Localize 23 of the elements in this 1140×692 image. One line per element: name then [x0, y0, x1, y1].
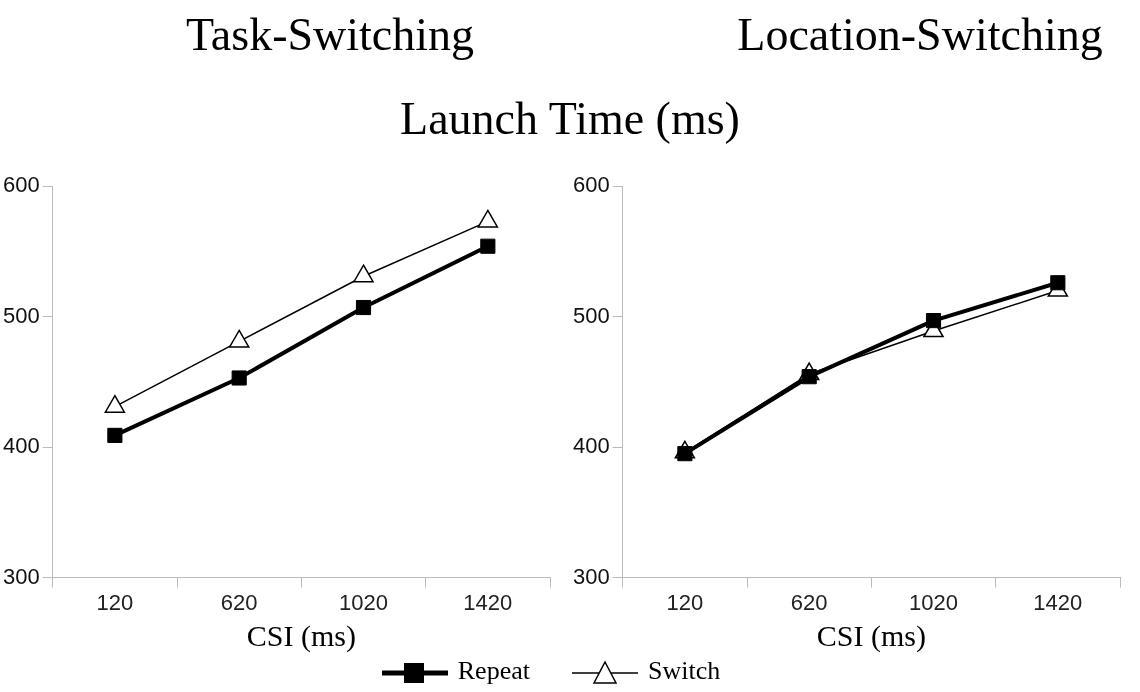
- y-tick-label: 300: [2, 563, 40, 589]
- x-tick-label: 620: [790, 589, 828, 615]
- y-tick-label: 600: [572, 172, 610, 198]
- chart-title: Task-Switching: [184, 8, 476, 61]
- y-tick-label: 300: [572, 563, 610, 589]
- x-tick-label: 120: [96, 589, 134, 615]
- y-tick-label: 600: [2, 172, 40, 198]
- x-tick-label: 1420: [463, 589, 513, 615]
- x-tick-label: 1020: [339, 589, 388, 615]
- y-tick-label: 400: [2, 433, 40, 459]
- x-tick-label: 120: [666, 589, 704, 615]
- x-tick-label: 620: [220, 589, 258, 615]
- legend-label: Switch: [647, 656, 721, 685]
- x-axis-title: CSI (ms): [246, 618, 356, 653]
- chart-title: Location-Switching: [736, 8, 1104, 61]
- legend-label: Repeat: [457, 656, 530, 685]
- x-tick-label: 1420: [1033, 589, 1083, 615]
- x-axis-title: CSI (ms): [816, 618, 926, 653]
- y-tick-label: 400: [572, 433, 610, 459]
- x-tick-label: 1020: [909, 589, 958, 615]
- y-tick-label: 500: [2, 302, 40, 328]
- y-tick-label: 500: [572, 302, 610, 328]
- chart-subtitle: Launch Time (ms): [399, 92, 741, 145]
